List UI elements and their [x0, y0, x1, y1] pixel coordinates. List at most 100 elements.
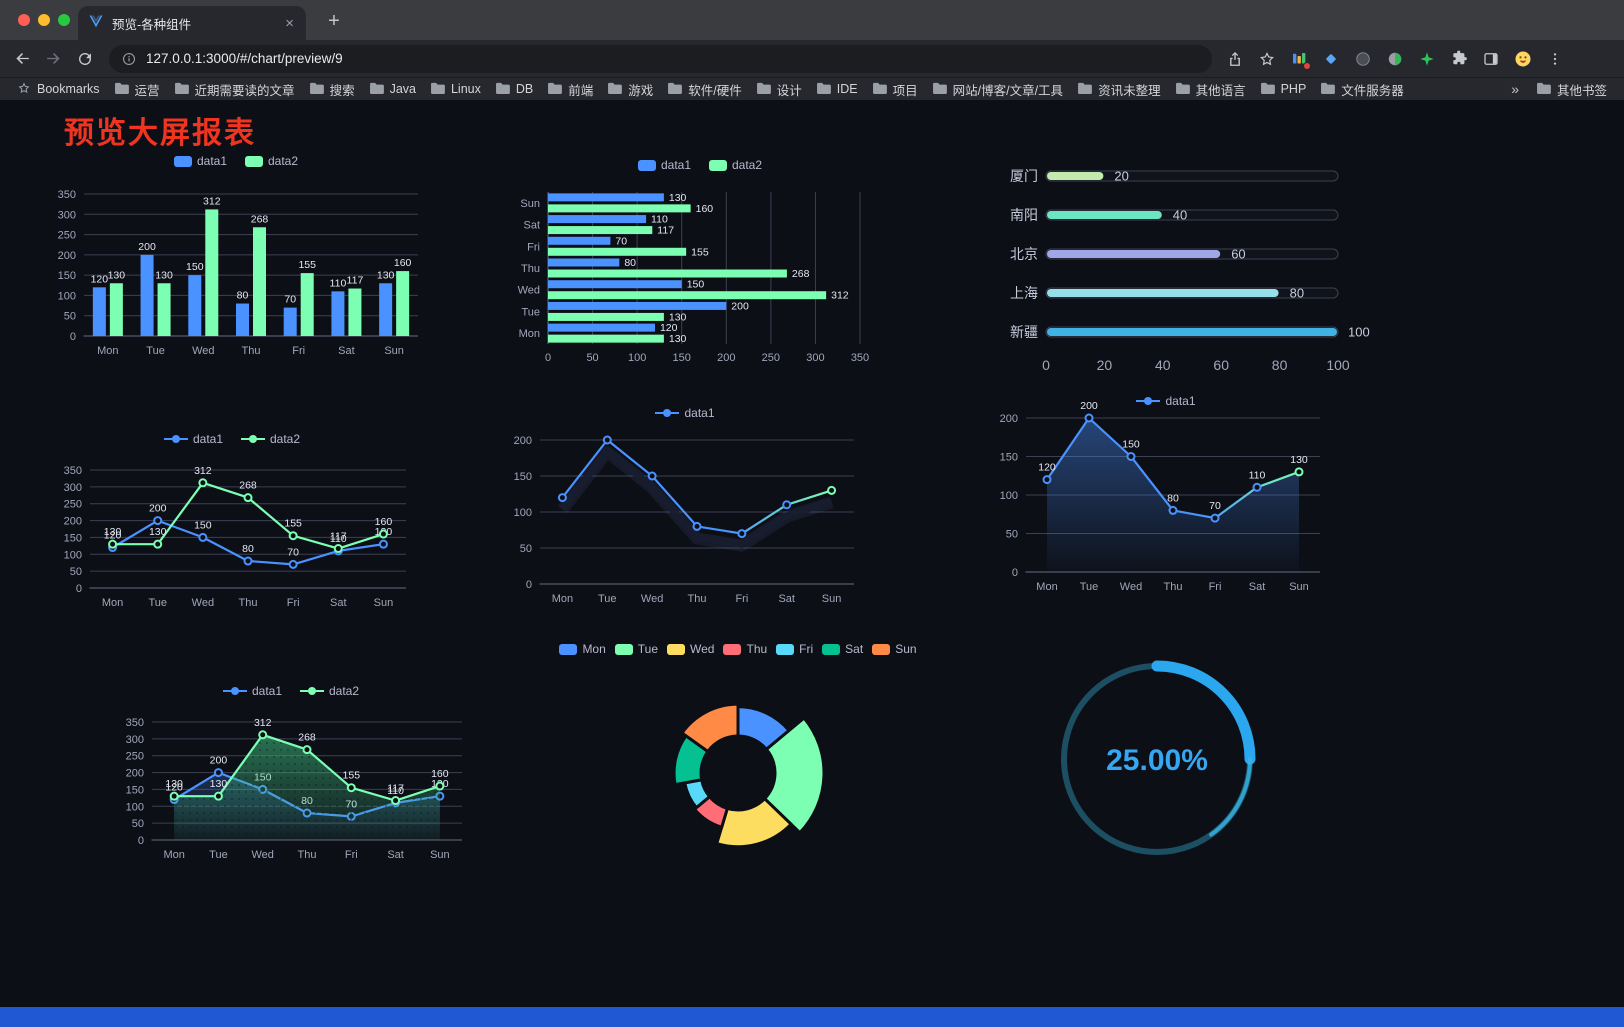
legend-item-data1[interactable]: data1 [1136, 394, 1196, 408]
svg-text:120: 120 [104, 530, 122, 542]
bookmark-folder[interactable]: PHP [1253, 79, 1314, 100]
svg-text:268: 268 [792, 268, 810, 280]
svg-text:150: 150 [687, 279, 705, 291]
bookmark-folder[interactable]: 前端 [540, 79, 600, 100]
page-content: 预览大屏报表 data1 data2 0 50 100 150 200 250 300 350 Mo… [0, 100, 1624, 1027]
legend-item-data2[interactable]: data2 [709, 158, 762, 172]
svg-text:Sat: Sat [330, 597, 347, 609]
other-bookmarks-button[interactable]: 其他书签 [1529, 79, 1614, 100]
folder-icon [114, 82, 129, 97]
legend-item-Wed[interactable]: Wed [667, 642, 714, 656]
site-info-icon[interactable] [121, 51, 137, 67]
legend-item-data1[interactable]: data1 [163, 432, 223, 446]
svg-text:60: 60 [1213, 357, 1229, 373]
bookmarks-bar: Bookmarks 运营 近期需要读的文章 搜索 Java Linux DB 前端 游戏 软件/… [0, 77, 1624, 100]
address-bar[interactable]: 127.0.0.1:3000/#/chart/preview/9 [109, 44, 1212, 73]
minimize-button[interactable] [38, 14, 50, 26]
legend-item-Sat[interactable]: Sat [822, 642, 863, 656]
svg-text:110: 110 [330, 277, 347, 289]
legend-item-data2[interactable]: data2 [300, 684, 359, 698]
extension-dark-globe-icon[interactable] [1350, 46, 1376, 72]
svg-text:117: 117 [330, 531, 347, 543]
svg-text:150: 150 [126, 784, 144, 796]
legend-item-Sun[interactable]: Sun [872, 642, 917, 656]
bookmark-folder[interactable]: 搜索 [302, 79, 362, 100]
legend-item-data1[interactable]: data1 [637, 158, 691, 172]
legend-item-Fri[interactable]: Fri [776, 642, 813, 656]
zoom-button[interactable] [58, 14, 70, 26]
bookmark-folder[interactable]: 其他语言 [1168, 79, 1253, 100]
forward-button[interactable] [39, 45, 68, 73]
svg-text:110: 110 [651, 214, 668, 226]
legend-item-Tue[interactable]: Tue [614, 642, 658, 656]
folder-icon [1260, 82, 1275, 97]
svg-text:160: 160 [431, 768, 449, 780]
extension-green-ball-icon[interactable] [1382, 46, 1408, 72]
reload-button[interactable] [70, 45, 99, 73]
extensions-puzzle-icon[interactable] [1446, 46, 1472, 72]
bookmark-folder[interactable]: 设计 [749, 79, 809, 100]
bookmark-folder[interactable]: 近期需要读的文章 [167, 79, 302, 100]
legend-item-data1[interactable]: data1 [655, 406, 715, 420]
legend-item-data1[interactable]: data1 [173, 154, 227, 168]
legend-item-Mon[interactable]: Mon [559, 642, 606, 656]
bookmark-folder[interactable]: 文件服务器 [1313, 79, 1411, 100]
svg-text:350: 350 [851, 352, 869, 364]
svg-text:Thu: Thu [298, 849, 317, 861]
url-text: 127.0.0.1:3000/#/chart/preview/9 [146, 51, 343, 66]
bookmark-folder[interactable]: 运营 [107, 79, 167, 100]
bookmark-folder[interactable]: 网站/博客/文章/工具 [925, 79, 1070, 100]
svg-text:厦门: 厦门 [1010, 168, 1038, 184]
legend-item-Thu[interactable]: Thu [723, 642, 767, 656]
svg-text:Sun: Sun [520, 198, 540, 210]
bookmark-folder[interactable]: IDE [809, 79, 865, 100]
svg-text:120: 120 [91, 273, 109, 285]
legend-item-data2[interactable]: data2 [245, 154, 298, 168]
svg-text:Thu: Thu [1164, 581, 1183, 593]
extension-columns-icon[interactable] [1286, 46, 1312, 72]
browser-tab[interactable]: 预览-各种组件 × [78, 6, 306, 40]
svg-text:160: 160 [696, 203, 714, 215]
svg-text:250: 250 [126, 751, 144, 763]
tab-title: 预览-各种组件 [112, 17, 192, 32]
bookmark-folder[interactable]: 项目 [865, 79, 925, 100]
svg-text:50: 50 [70, 566, 82, 578]
extension-diamond-icon[interactable] [1318, 46, 1344, 72]
rose-pie-chart: Mon Tue Wed Thu Fri Sat Sun [552, 636, 924, 888]
new-tab-button[interactable]: + [328, 9, 340, 32]
svg-text:Thu: Thu [242, 345, 261, 357]
back-button[interactable] [8, 45, 37, 73]
svg-text:Sat: Sat [778, 593, 795, 605]
chart-legend: data1 [498, 406, 872, 420]
tab-close-icon[interactable]: × [285, 14, 294, 32]
svg-text:117: 117 [387, 783, 404, 795]
side-panel-icon[interactable] [1478, 46, 1504, 72]
bookmark-folder[interactable]: 资讯未整理 [1070, 79, 1168, 100]
bookmarks-overflow-button[interactable]: » [1511, 81, 1519, 97]
profile-avatar-emoji[interactable] [1510, 46, 1536, 72]
svg-text:20: 20 [1097, 357, 1113, 373]
bookmark-folder[interactable]: Linux [423, 79, 488, 100]
shadow-line-chart: data1 0 50 100 150 200 Mon Tue Wed Thu Fri Sat Sun [498, 400, 872, 614]
legend-item-data1[interactable]: data1 [222, 684, 282, 698]
bookmark-folder[interactable]: 软件/硬件 [660, 79, 748, 100]
svg-text:155: 155 [284, 518, 302, 530]
bookmarks-root-button[interactable]: Bookmarks [10, 80, 107, 99]
svg-text:160: 160 [394, 257, 412, 269]
svg-text:北京: 北京 [1010, 246, 1038, 262]
svg-text:110: 110 [387, 785, 404, 797]
svg-text:0: 0 [1042, 357, 1050, 373]
bookmark-folder[interactable]: DB [488, 79, 540, 100]
close-button[interactable] [18, 14, 30, 26]
share-icon[interactable] [1222, 46, 1248, 72]
svg-text:250: 250 [762, 352, 780, 364]
svg-text:Fri: Fri [735, 593, 748, 605]
bookmark-folder[interactable]: Java [362, 79, 423, 100]
bookmark-folder[interactable]: 游戏 [600, 79, 660, 100]
legend-item-data2[interactable]: data2 [241, 432, 300, 446]
bookmark-star-icon[interactable] [1254, 46, 1280, 72]
area-line-chart: data1 0 50 100 150 200 Mon Tue Wed Thu Fri Sat Sun 12… [984, 388, 1348, 602]
menu-icon[interactable] [1542, 46, 1568, 72]
extension-star-icon[interactable] [1414, 46, 1440, 72]
svg-text:20: 20 [1114, 169, 1128, 184]
